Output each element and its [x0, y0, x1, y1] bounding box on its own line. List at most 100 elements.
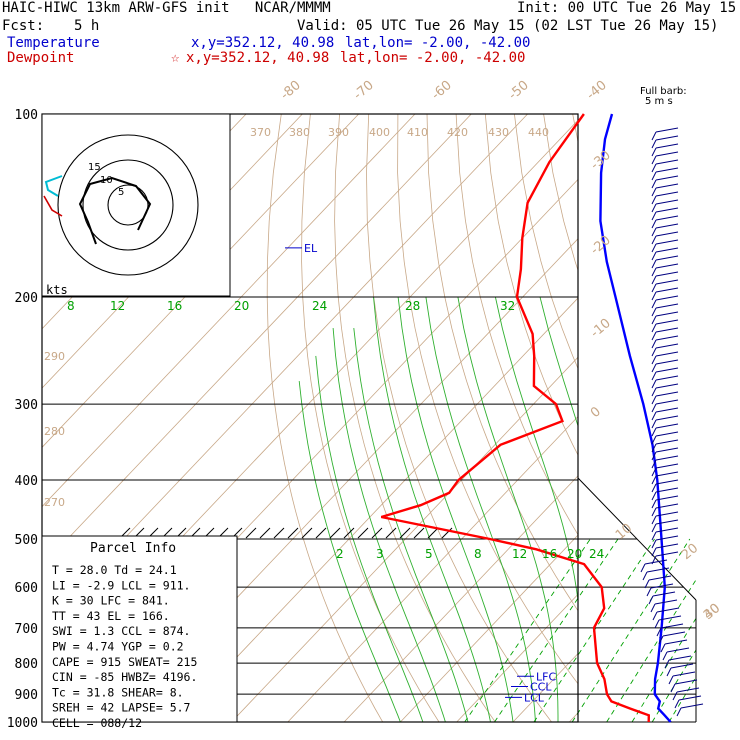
mixing-ratio-line	[606, 538, 696, 722]
fcst-label: Fcst:	[2, 18, 45, 34]
wind-barb-shaft	[655, 367, 679, 373]
isotherm-label: -50	[506, 78, 532, 103]
wind-barb-flag	[651, 355, 657, 365]
wind-barb-shaft	[655, 191, 679, 197]
wind-barb-flag	[670, 683, 676, 693]
wind-barb-shaft	[650, 583, 674, 589]
frame-diagonal	[577, 477, 697, 601]
mixing-ratio-label: 5	[425, 547, 433, 561]
wind-barb-flag	[651, 379, 657, 389]
wind-barb-shaft	[655, 455, 679, 461]
moist-adiabat	[693, 297, 740, 722]
wind-barbs	[640, 127, 704, 717]
wind-barb-shaft	[655, 535, 679, 541]
theta-label: 410	[407, 126, 428, 139]
wind-barb-shaft	[668, 655, 692, 661]
wind-barb-shaft	[655, 415, 679, 421]
wind-barb-flag	[651, 315, 657, 325]
wind-barb-flag	[651, 291, 657, 301]
dry-adiabat	[602, 114, 740, 722]
wind-barb-flag	[676, 707, 682, 717]
wind-barb-shaft	[655, 471, 679, 477]
dry-adiabat	[334, 114, 496, 722]
wind-barb-flag	[662, 651, 668, 661]
barb-legend-line1: Full barb:	[640, 86, 687, 97]
wind-barb-flag	[668, 675, 674, 685]
wind-barb-shaft	[670, 663, 694, 669]
wind-barb-flag	[658, 635, 664, 645]
hodograph-trace-upper	[44, 175, 63, 197]
wind-barb-flag	[651, 179, 657, 189]
wind-barb-flag	[644, 579, 650, 589]
wind-barb-flag	[651, 363, 657, 373]
hatch-mark	[273, 527, 285, 539]
hatch-mark	[385, 527, 397, 539]
wind-barb-shaft	[655, 279, 679, 285]
hatch-mark	[245, 527, 257, 539]
wind-barb-flag	[651, 443, 657, 453]
hatch-mark	[427, 527, 439, 539]
moist-adiabat	[353, 328, 469, 722]
mixing-ratio-label: 16	[167, 299, 182, 313]
wind-barb-flag	[656, 627, 662, 637]
wind-barb-flag	[651, 419, 657, 429]
wind-barb-flag	[651, 227, 657, 237]
parcel-row: SREH = 42 LAPSE= 5.7	[52, 701, 191, 715]
wind-barb-shaft	[655, 359, 679, 365]
wind-barb-shaft	[654, 599, 678, 605]
barb-legend-line2: 5 m s	[645, 96, 673, 107]
hodograph-ring-label: 5	[118, 187, 124, 198]
wind-barb-flag	[651, 331, 657, 341]
hatch-mark	[441, 527, 453, 539]
theta-label: 370	[250, 126, 271, 139]
dry-adiabat	[266, 114, 384, 722]
wind-barb-shaft	[655, 215, 679, 221]
wind-barb-shaft	[655, 423, 679, 429]
wind-barb-shaft	[655, 199, 679, 205]
hatch-mark	[413, 527, 425, 539]
hatch-mark	[343, 527, 355, 539]
hodograph-box	[41, 113, 231, 297]
temperature-line	[599, 113, 672, 723]
isotherm-line	[626, 114, 740, 722]
wind-barb-flag	[651, 163, 657, 173]
isotherm-label: -10	[588, 316, 614, 341]
isobar-label: 900	[15, 688, 38, 703]
wind-barb-flag	[664, 659, 670, 669]
isobar-label: 300	[15, 398, 38, 413]
mixing-ratio-label: 3	[376, 547, 384, 561]
wind-barb-flag	[651, 299, 657, 309]
isobar-label: 500	[15, 533, 38, 548]
wind-barb-flag	[651, 547, 657, 557]
dry-adiabat	[455, 114, 578, 536]
wind-barb-shaft	[655, 231, 679, 237]
wind-barb-flag	[660, 643, 666, 653]
wind-barb-flag	[651, 267, 657, 277]
temperature-legend: Temperature	[7, 35, 100, 51]
temperature-xy: x,y=352.12, 40.98	[191, 35, 335, 51]
wind-barb-shaft	[655, 263, 679, 269]
parcel-box-rect	[41, 535, 238, 723]
hodograph-trace-lower	[43, 195, 63, 217]
parcel-title: Parcel Info	[90, 541, 176, 556]
mixing-ratio-line	[494, 538, 619, 722]
wind-barb-flag	[651, 411, 657, 421]
wind-barb-flag	[651, 235, 657, 245]
wind-barb-shaft	[655, 503, 679, 509]
wind-barb-flag	[651, 403, 657, 413]
dewpoint-line	[380, 113, 651, 723]
isobar-label: 600	[15, 581, 38, 596]
wind-barb-flag	[674, 699, 680, 709]
wind-barb-flag	[651, 251, 657, 261]
wind-barb-flag	[651, 483, 657, 493]
hodograph-ring	[82, 159, 174, 251]
isotherm-line	[682, 114, 740, 722]
wind-barb-flag	[650, 603, 656, 613]
moist-adiabat	[298, 381, 401, 722]
isotherm-line	[42, 114, 416, 508]
wind-barb-flag	[651, 427, 657, 437]
wind-barb-shaft	[655, 303, 679, 309]
hatch-mark	[357, 527, 369, 539]
